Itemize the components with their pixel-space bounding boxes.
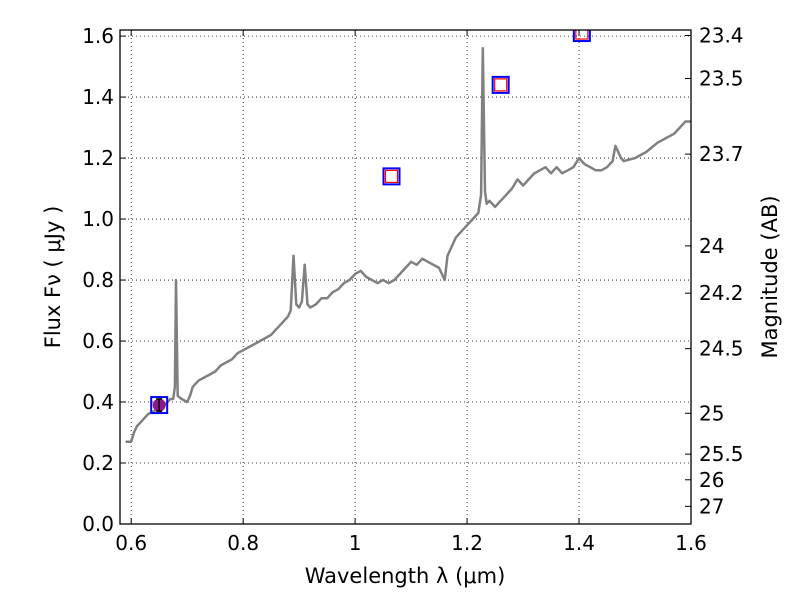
grid bbox=[120, 30, 692, 525]
right-tick-label: 23.4 bbox=[699, 23, 744, 47]
photometry-marker-inner bbox=[384, 169, 399, 183]
right-tick-label: 24 bbox=[699, 234, 724, 258]
y-tick-label: 1.2 bbox=[82, 146, 114, 170]
y-tick-label: 0.0 bbox=[82, 512, 114, 536]
photometry-marker-inner bbox=[494, 78, 508, 92]
photometry-marker-outer bbox=[572, 30, 591, 43]
right-tick-label: 24.5 bbox=[699, 337, 744, 361]
x-tick-label: 1.6 bbox=[675, 531, 707, 555]
y-axis-label: Flux Fν ( μJy ) bbox=[41, 206, 65, 349]
y-tick-label: 1.4 bbox=[82, 85, 114, 109]
y-tick-label: 0.4 bbox=[82, 390, 114, 414]
right-tick-label: 24.2 bbox=[699, 281, 744, 305]
plot-frame bbox=[119, 29, 692, 525]
tick-labels: 0.6 0.8 1 1.2 1.4 1.6 0.0 0.2 0.4 0.6 0.8 1.0 1.2 1.4… bbox=[82, 23, 743, 555]
right-tick-label: 25 bbox=[699, 401, 724, 425]
plot-area bbox=[125, 30, 691, 443]
right-tick-label: 23.5 bbox=[699, 66, 744, 90]
photometry-marker-outer bbox=[150, 396, 169, 415]
x-tick-label: 0.8 bbox=[227, 531, 259, 555]
right-tick-label: 25.5 bbox=[699, 442, 744, 466]
x-tick-label: 1.2 bbox=[451, 531, 483, 555]
ticks bbox=[120, 30, 692, 525]
photometry-marker-outer bbox=[382, 167, 401, 186]
y-tick-label: 0.8 bbox=[82, 268, 114, 292]
y-tick-label: 0.6 bbox=[82, 329, 114, 353]
right-tick-label: 26 bbox=[699, 468, 724, 492]
photometry-marker-inner bbox=[575, 30, 589, 40]
right-tick-label: 27 bbox=[699, 494, 724, 518]
photometry-marker-outer bbox=[491, 75, 510, 94]
x-axis-label: Wavelength λ (μm) bbox=[305, 564, 506, 588]
spectrum-line bbox=[125, 47, 691, 443]
x-tick-label: 1 bbox=[349, 531, 362, 555]
right-axis-label: Magnitude (AB) bbox=[758, 195, 782, 358]
y-tick-label: 0.2 bbox=[82, 451, 114, 475]
x-tick-label: 1.4 bbox=[563, 531, 595, 555]
y-tick-label: 1.6 bbox=[82, 24, 114, 48]
right-tick-label: 23.7 bbox=[699, 142, 744, 166]
x-tick-label: 0.6 bbox=[115, 531, 147, 555]
y-tick-label: 1.0 bbox=[82, 207, 114, 231]
